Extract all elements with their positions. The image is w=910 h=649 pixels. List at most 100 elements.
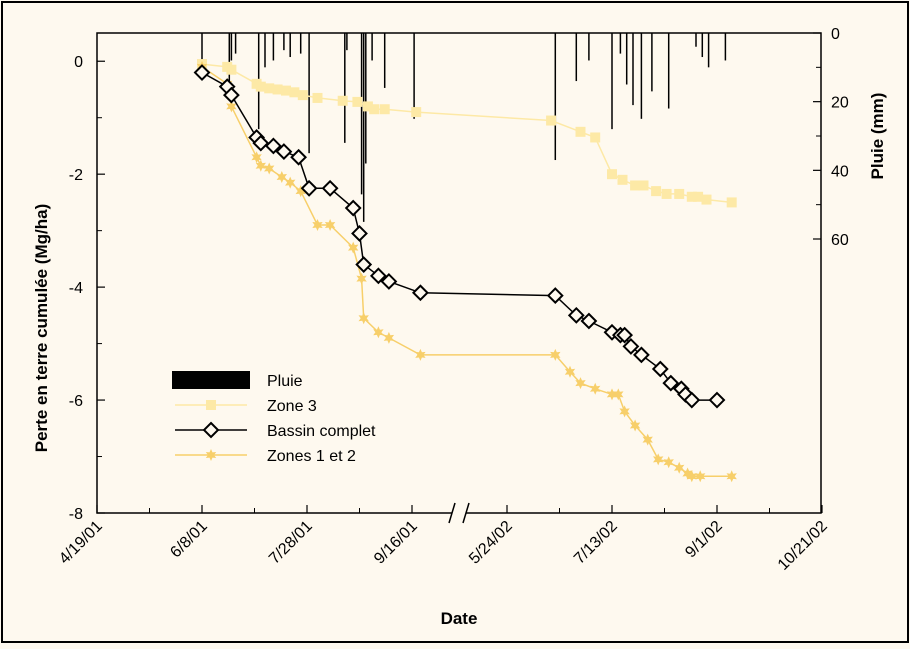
x-axis-break-gap bbox=[452, 501, 466, 525]
y-tick-label: 0 bbox=[74, 54, 83, 71]
bassin-complet-point bbox=[193, 64, 211, 81]
legend-label: Zone 3 bbox=[267, 398, 317, 415]
zones12-point bbox=[358, 312, 369, 325]
x-axis-break-mark bbox=[462, 502, 470, 524]
x-tick-label: 4/19/01 bbox=[56, 518, 106, 568]
y2-tick-label: 40 bbox=[831, 163, 849, 180]
zones12-point bbox=[613, 388, 624, 401]
zone3-point bbox=[638, 180, 649, 191]
zone3-point bbox=[411, 107, 422, 118]
zones12-point bbox=[550, 348, 561, 361]
legend-label: Bassin complet bbox=[267, 423, 376, 440]
zones12-point bbox=[415, 348, 426, 361]
y-tick-label: -6 bbox=[69, 393, 83, 410]
zones12-point bbox=[255, 159, 266, 172]
bassin-complet-point bbox=[300, 179, 318, 197]
legend-label: Pluie bbox=[267, 373, 303, 390]
zone3-point bbox=[617, 174, 628, 185]
bassin-complet-point bbox=[616, 326, 634, 344]
zone3-point bbox=[337, 95, 348, 106]
zones12-point bbox=[312, 219, 323, 231]
y-tick-label: -8 bbox=[69, 506, 83, 523]
zone3-point bbox=[546, 115, 557, 126]
y-axis-label: Perte en terre cumulée (Mg/ha) bbox=[32, 204, 51, 452]
zone3-point bbox=[297, 90, 308, 101]
x-tick-label: 7/28/01 bbox=[266, 518, 316, 568]
y2-axis-label: Pluie (mm) bbox=[868, 93, 887, 180]
zones12-point bbox=[205, 449, 217, 461]
bassin-complet-point bbox=[380, 273, 398, 290]
y2-tick-label: 20 bbox=[831, 95, 849, 112]
zones12-point bbox=[285, 176, 296, 189]
bassin-complet-point bbox=[546, 287, 564, 305]
bassin-complet-point bbox=[708, 391, 726, 409]
zone3-point bbox=[362, 101, 373, 112]
bassin-complet-point bbox=[290, 148, 308, 166]
legend-pluie-swatch bbox=[172, 371, 250, 389]
zones12-point bbox=[373, 326, 384, 339]
zone3-point bbox=[607, 169, 617, 180]
zone3-point bbox=[312, 92, 323, 103]
zones12-point bbox=[564, 365, 576, 378]
zone3-point bbox=[590, 132, 601, 143]
x-tick-label: 7/13/02 bbox=[571, 518, 621, 568]
bassin-complet-point bbox=[632, 346, 650, 364]
zones12-point bbox=[590, 382, 601, 395]
zone3-point bbox=[661, 188, 672, 199]
zone3-point bbox=[226, 64, 237, 75]
zone3-point bbox=[289, 87, 300, 98]
zone3-point bbox=[272, 84, 283, 95]
zone3-point bbox=[630, 180, 641, 191]
zones12-point bbox=[674, 461, 685, 474]
zones12-point bbox=[383, 331, 395, 344]
bassin-complet-point bbox=[651, 360, 669, 378]
zone3-point bbox=[701, 194, 712, 205]
zones12-point bbox=[276, 171, 287, 183]
zones12-point bbox=[575, 377, 586, 390]
x-tick-label: 10/21/02 bbox=[775, 518, 831, 574]
y2-tick-label: 0 bbox=[831, 26, 840, 43]
bassin-complet-point bbox=[252, 134, 270, 152]
bassin-complet-point bbox=[344, 199, 362, 217]
zones12-point bbox=[695, 470, 706, 483]
bassin-complet-point bbox=[275, 143, 293, 161]
zones12-point bbox=[606, 388, 618, 401]
bassin-complet-point bbox=[202, 421, 220, 439]
bassin-complet-point bbox=[411, 284, 429, 302]
zones12-point bbox=[264, 162, 275, 175]
zone3-point bbox=[352, 96, 363, 107]
zone3-point bbox=[726, 197, 737, 208]
x-axis-break-mark bbox=[448, 502, 456, 524]
y-tick-label: -4 bbox=[69, 280, 83, 297]
zone3-point bbox=[369, 104, 380, 115]
zones12-point bbox=[348, 241, 359, 254]
zone3-point bbox=[264, 83, 275, 94]
zone3-point bbox=[206, 400, 216, 410]
zones12-point bbox=[653, 453, 664, 466]
zone3-point bbox=[674, 188, 685, 199]
bassin-complet-point bbox=[369, 267, 387, 285]
zones12-point bbox=[619, 405, 630, 418]
zones12-point bbox=[356, 272, 367, 285]
zone3-point bbox=[651, 186, 662, 197]
zones12-point bbox=[726, 470, 737, 483]
zone3-point bbox=[379, 104, 390, 115]
zones12-point bbox=[324, 219, 336, 231]
bassin-complet-point bbox=[622, 337, 640, 355]
zones12-point bbox=[686, 470, 697, 483]
zones12-point bbox=[629, 419, 641, 432]
plot-frame bbox=[96, 32, 822, 514]
x-axis-label: Date bbox=[441, 609, 478, 628]
bassin-complet-point bbox=[355, 256, 373, 273]
x-tick-label: 5/24/02 bbox=[466, 518, 516, 568]
bassin-complet-point bbox=[321, 179, 339, 197]
x-tick-label: 6/8/01 bbox=[167, 518, 211, 562]
bassin-complet-point bbox=[264, 137, 282, 155]
x-tick-label: 9/16/01 bbox=[371, 518, 421, 568]
zone3-point bbox=[255, 81, 266, 92]
y2-tick-label: 60 bbox=[831, 232, 849, 249]
zones12-point bbox=[226, 100, 237, 113]
